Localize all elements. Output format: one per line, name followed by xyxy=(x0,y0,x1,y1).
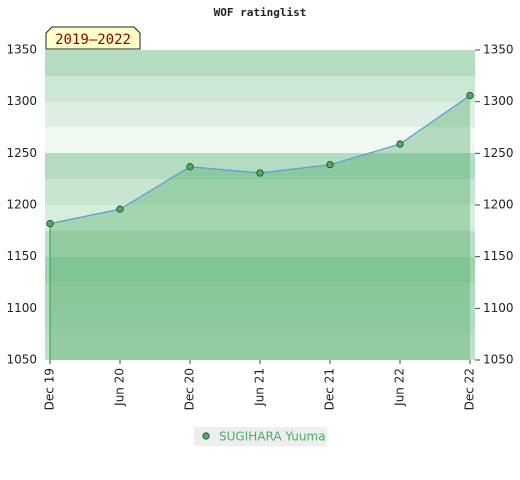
y2-tick-label: 1150 xyxy=(483,249,514,263)
x-tick-label: Dec 20 xyxy=(183,368,197,410)
marker xyxy=(466,91,474,100)
legend-marker xyxy=(202,432,210,440)
annotation-box xyxy=(45,26,141,50)
x-tick-label: Dec 19 xyxy=(43,368,57,410)
y-tick-label: 1250 xyxy=(6,146,37,160)
legend xyxy=(194,427,327,446)
marker xyxy=(186,163,194,171)
y-tick-label: 1150 xyxy=(6,249,37,263)
y-tick-label: 1050 xyxy=(6,353,37,367)
y2-tick-label: 1250 xyxy=(483,146,514,160)
y-tick-label: 1200 xyxy=(6,198,37,212)
chart-title: WOF ratinglist xyxy=(214,6,307,19)
x-tick-label: Jun 21 xyxy=(253,368,267,407)
x-tick-label: Jun 20 xyxy=(113,368,127,407)
x-tick-label: Dec 21 xyxy=(323,368,337,410)
area xyxy=(50,95,470,360)
y-tick-label: 1300 xyxy=(6,94,37,108)
legend-label: SUGIHARA Yuuma xyxy=(219,430,326,444)
y2-tick-label: 1100 xyxy=(483,301,514,315)
x-tick-label: Jun 22 xyxy=(393,368,407,407)
y2-tick-label: 1300 xyxy=(483,94,514,108)
marker xyxy=(326,161,334,169)
y2-tick-label: 1050 xyxy=(483,353,514,367)
y-tick-label: 1100 xyxy=(6,301,37,315)
marker xyxy=(46,220,54,228)
marker xyxy=(396,140,404,148)
x-tick-label: Dec 22 xyxy=(463,368,477,410)
y-tick-label: 1350 xyxy=(6,43,37,57)
marker xyxy=(116,205,124,213)
marker xyxy=(256,169,264,177)
annotation: 2019–2022 xyxy=(55,32,131,48)
y2-tick-label: 1350 xyxy=(483,43,514,57)
y2-tick-label: 1200 xyxy=(483,198,514,212)
